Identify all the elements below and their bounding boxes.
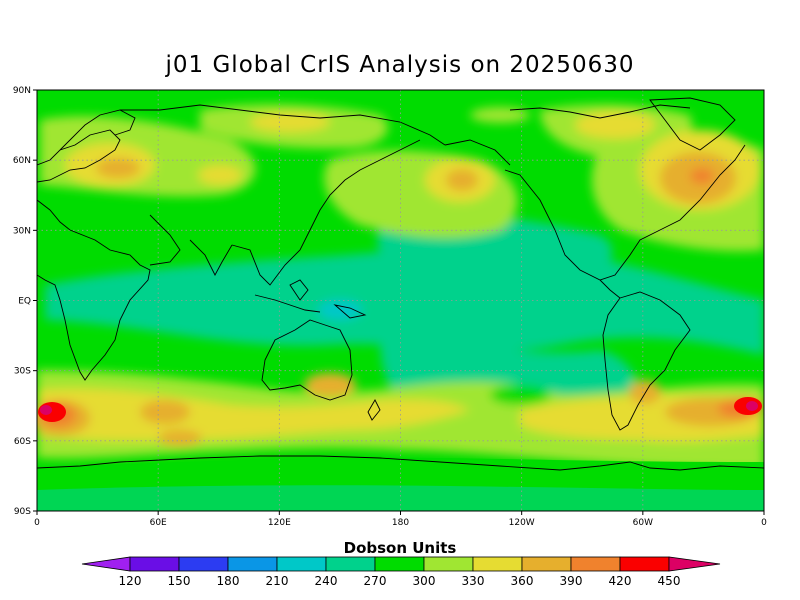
antarctic-inner (37, 485, 764, 511)
pole-yellow (470, 107, 530, 123)
europe-coast (37, 129, 121, 183)
colorbar-label: 420 (609, 574, 632, 588)
lon-tick-label: 60W (633, 518, 653, 528)
lat-tick-label: 30N (13, 226, 31, 236)
south-america-coast (602, 291, 691, 431)
indonesia-minimum (318, 300, 362, 320)
colorbar-box (570, 556, 621, 572)
lon-tick-label: 60E (150, 518, 167, 528)
colorbar-label: 300 (413, 574, 436, 588)
longitude-axis: 0 60E 120E 180 120W 60W 0 (34, 511, 767, 528)
new-zealand-coast (367, 399, 381, 421)
south-atlantic-orange (158, 430, 202, 446)
siberia-coast (120, 104, 446, 146)
india-coast (189, 239, 233, 276)
colorbar-label: 150 (168, 574, 191, 588)
colorbar: 120 150 180 210 240 270 300 330 360 390 420 450 (81, 556, 721, 588)
australia-coast (261, 319, 353, 401)
colorbar-arrow-low (81, 556, 131, 572)
colorbar-box (227, 556, 278, 572)
colorbar-arrow-high (668, 556, 721, 572)
australia-orange (304, 373, 356, 397)
siberia-yellow (198, 165, 242, 185)
colorbar-box (129, 556, 180, 572)
north-pacific-orange (446, 169, 478, 191)
colorbar-box (325, 556, 376, 572)
colorbar-box (276, 556, 327, 572)
europe-orange (96, 158, 140, 178)
colorbar-box (374, 556, 425, 572)
new-guinea-coast (333, 304, 367, 319)
greenland-coast (649, 97, 736, 151)
southern-belt-yellow (37, 388, 470, 441)
africa-coast (37, 199, 151, 381)
north-atlantic-core (690, 168, 714, 184)
colorbar-label: 450 (658, 574, 681, 588)
lon-tick-label: 0 (761, 518, 767, 528)
lon-tick-label: 120W (509, 518, 535, 528)
indonesia-coast (254, 294, 321, 313)
greenland-yellow (575, 111, 655, 139)
lon-tick-label: 120E (268, 518, 291, 528)
south-atlantic-green-patch (490, 385, 550, 405)
colorbar-box (619, 556, 670, 572)
colorbar-units: Dobson Units (344, 539, 457, 557)
colorbar-label: 240 (315, 574, 338, 588)
lat-tick-label: 60N (13, 156, 31, 166)
colorbar-label: 360 (511, 574, 534, 588)
colorbar-label: 390 (560, 574, 583, 588)
colorbar-label: 210 (266, 574, 289, 588)
colorbar-box (178, 556, 229, 572)
asia-coast (231, 139, 421, 286)
borneo-coast (289, 279, 309, 301)
lat-tick-label: 90S (14, 507, 31, 517)
antarctica-coast (37, 455, 764, 471)
arctic-yellow (250, 112, 330, 132)
chart-title: j01 Global CrIS Analysis on 20250630 (165, 52, 635, 78)
lat-tick-label: 60S (14, 437, 31, 447)
scandinavia-coast (59, 109, 136, 151)
colorbar-label: 330 (462, 574, 485, 588)
indian-ocean-orange (140, 400, 190, 424)
colorbar-box (521, 556, 572, 572)
colorbar-label: 120 (119, 574, 142, 588)
colorbar-box (423, 556, 474, 572)
colorbar-label: 180 (217, 574, 240, 588)
east-maximum-core (746, 401, 758, 411)
west-maximum-core (40, 405, 52, 415)
lon-tick-label: 180 (392, 518, 409, 528)
colorbar-box (472, 556, 523, 572)
lon-tick-label: 0 (34, 518, 40, 528)
north-america-coast (504, 144, 746, 281)
argentina-orange (629, 380, 661, 404)
canada-arctic-coast (509, 104, 691, 119)
lat-tick-label: 30S (14, 367, 31, 377)
lat-tick-label: 90N (13, 86, 31, 96)
central-america-coast (599, 279, 621, 299)
colorbar-label: 270 (364, 574, 387, 588)
alaska-coast (444, 139, 511, 166)
latitude-axis: 90N 60N 30N EQ 30S 60S 90S (13, 86, 37, 517)
coastlines (37, 97, 764, 471)
arabia-coast (149, 214, 181, 266)
lat-tick-label: EQ (18, 297, 31, 307)
